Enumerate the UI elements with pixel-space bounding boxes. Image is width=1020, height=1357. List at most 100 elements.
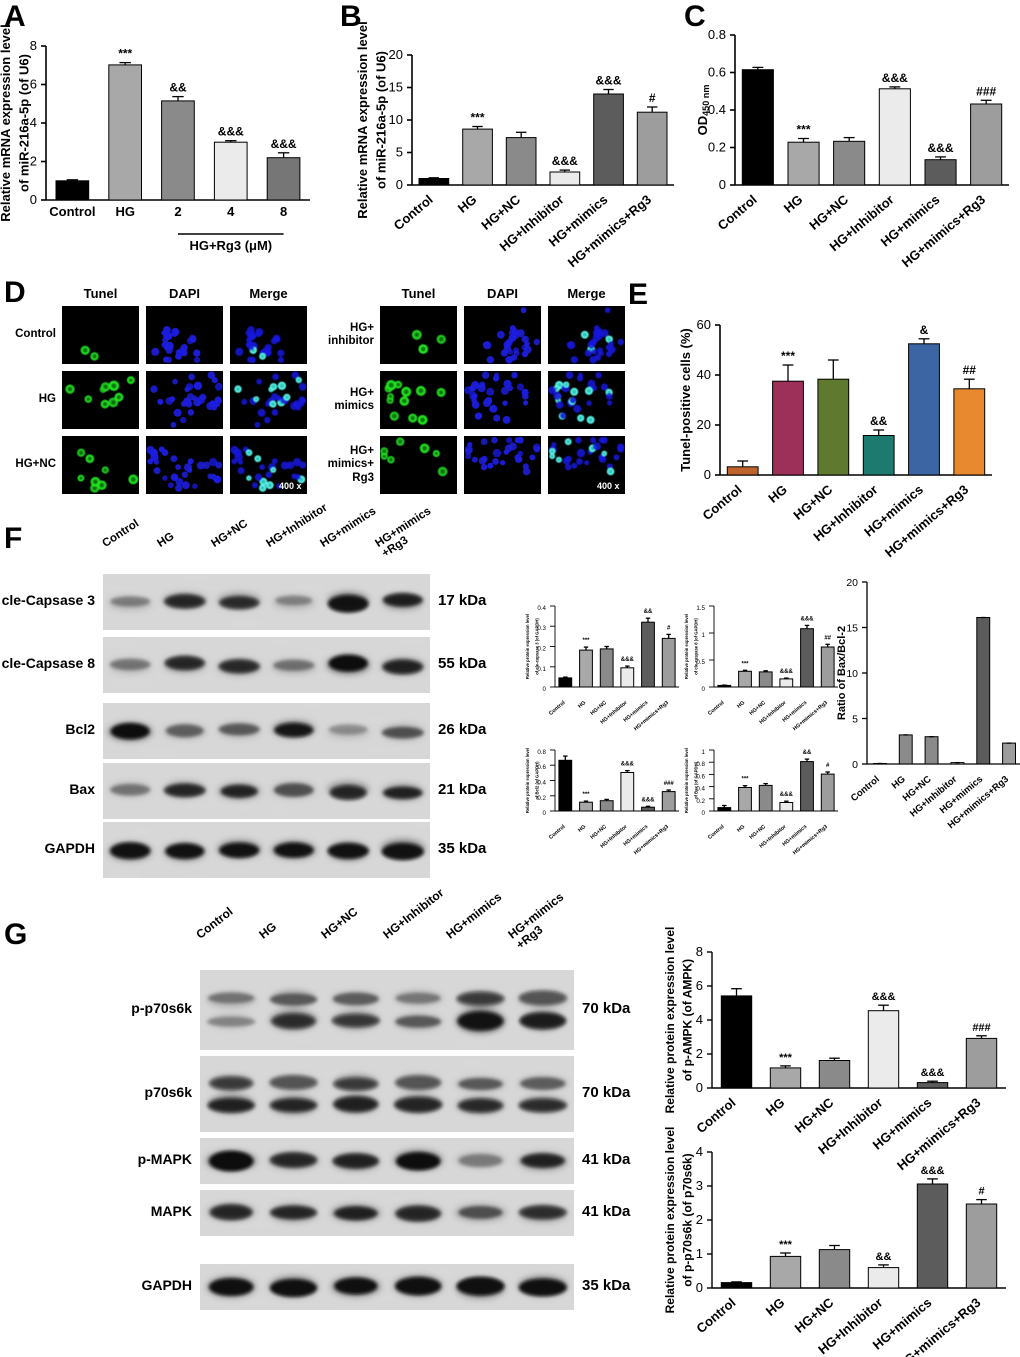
svg-text:&&&: &&&: [921, 1165, 945, 1177]
svg-text:HG: HG: [781, 192, 806, 216]
svg-text:Relative mRNA expression level: Relative mRNA expression level: [0, 24, 13, 222]
svg-text:&&&: &&&: [780, 669, 794, 675]
svg-text:Relative protein expression le: Relative protein expression level: [525, 748, 530, 813]
svg-text:&&&: &&&: [882, 71, 908, 85]
svg-text:&&&: &&&: [596, 74, 622, 88]
svg-text:4: 4: [227, 204, 235, 219]
svg-text:&&: &&: [644, 609, 653, 615]
svg-text:&: &: [920, 323, 929, 337]
svg-text:20: 20: [697, 417, 711, 432]
svg-text:##: ##: [824, 635, 831, 641]
svg-text:***: ***: [470, 111, 484, 125]
svg-text:0.8: 0.8: [537, 749, 546, 756]
svg-text:0.4: 0.4: [537, 605, 546, 612]
svg-text:***: ***: [741, 661, 749, 667]
svg-text:0: 0: [543, 686, 547, 693]
svg-text:HG+NC: HG+NC: [749, 700, 768, 717]
svg-text:&&&: &&&: [621, 762, 635, 768]
svg-text:HG+Rg3 (μM): HG+Rg3 (μM): [189, 238, 272, 253]
svg-text:HG: HG: [455, 192, 480, 216]
svg-text:Control: Control: [548, 824, 567, 841]
svg-text:***: ***: [779, 1052, 793, 1064]
svg-text:2: 2: [174, 204, 181, 219]
svg-text:0.6: 0.6: [708, 65, 726, 80]
svg-text:###: ###: [976, 84, 996, 98]
svg-text:of Bcl2 (of GAPDH): of Bcl2 (of GAPDH): [535, 761, 540, 800]
svg-text:HG: HG: [577, 824, 587, 834]
svg-text:HG+NC: HG+NC: [749, 824, 768, 841]
svg-text:Relative protein expression le: Relative protein expression level: [684, 748, 689, 813]
svg-text:0: 0: [702, 686, 706, 693]
svg-text:5: 5: [396, 145, 403, 160]
svg-text:0.2: 0.2: [708, 140, 726, 155]
svg-text:4: 4: [696, 1012, 703, 1027]
svg-text:&&&: &&&: [642, 797, 656, 803]
svg-text:HG: HG: [763, 1095, 788, 1119]
svg-text:1: 1: [702, 632, 706, 639]
svg-text:***: ***: [582, 792, 590, 798]
svg-text:3: 3: [696, 1178, 703, 1193]
svg-text:8: 8: [696, 944, 703, 959]
svg-text:10: 10: [846, 668, 858, 680]
svg-text:2: 2: [696, 1046, 703, 1061]
svg-text:0.8: 0.8: [708, 27, 726, 42]
svg-text:0: 0: [30, 192, 37, 207]
svg-text:Relative protein expression le: Relative protein expression level: [525, 614, 530, 679]
svg-text:HG: HG: [736, 824, 746, 834]
svg-text:#: #: [649, 91, 656, 105]
svg-text:***: ***: [582, 638, 590, 644]
svg-text:#: #: [978, 1186, 984, 1198]
svg-text:Control: Control: [707, 700, 726, 717]
svg-text:HG: HG: [890, 774, 908, 792]
svg-text:Control: Control: [693, 1295, 738, 1336]
svg-text:0: 0: [852, 759, 858, 771]
svg-text:of Bax (of GAPDH): of Bax (of GAPDH): [694, 761, 699, 799]
svg-text:40: 40: [697, 367, 711, 382]
svg-text:Control: Control: [700, 482, 745, 523]
svg-text:Tunel-positive cells (%): Tunel-positive cells (%): [678, 328, 693, 472]
svg-text:&&&: &&&: [271, 137, 297, 151]
svg-text:Relative protein expression le: Relative protein expression level: [663, 927, 677, 1114]
svg-text:&&: &&: [803, 750, 812, 756]
svg-text:4: 4: [696, 1144, 703, 1159]
svg-text:&&&: &&&: [801, 616, 815, 622]
svg-text:&&&: &&&: [621, 657, 635, 663]
svg-text:&&: &&: [870, 414, 888, 428]
svg-text:HG: HG: [765, 482, 790, 506]
svg-text:0: 0: [696, 1280, 703, 1295]
svg-text:HG+mimics+Rg3: HG+mimics+Rg3: [899, 192, 988, 270]
svg-text:of cle-capsase 3 (of GAPDH): of cle-capsase 3 (of GAPDH): [535, 618, 540, 675]
svg-text:HG: HG: [736, 700, 746, 710]
svg-text:1.5: 1.5: [696, 605, 705, 612]
svg-text:Control: Control: [715, 192, 760, 233]
svg-text:&&: &&: [876, 1251, 892, 1263]
svg-text:HG: HG: [577, 700, 587, 710]
svg-text:Control: Control: [391, 192, 436, 233]
svg-text:0: 0: [696, 1080, 703, 1095]
svg-text:60: 60: [697, 317, 711, 332]
svg-text:&&&: &&&: [218, 125, 244, 139]
svg-text:1: 1: [696, 1246, 703, 1261]
svg-text:Relative protein expression le: Relative protein expression level: [684, 614, 689, 679]
svg-text:of cle-caspase 8 (of GAPDH): of cle-caspase 8 (of GAPDH): [694, 618, 699, 675]
svg-text:0: 0: [719, 177, 726, 192]
svg-text:##: ##: [963, 363, 977, 377]
svg-text:###: ###: [972, 1022, 990, 1034]
svg-text:Control: Control: [849, 774, 882, 804]
svg-text:***: ***: [118, 47, 132, 61]
svg-text:HG: HG: [115, 204, 135, 219]
svg-text:5: 5: [852, 714, 858, 726]
svg-text:OD450 nm: OD450 nm: [695, 85, 711, 136]
svg-text:Relative protein expression le: Relative protein expression level: [663, 1127, 677, 1314]
svg-text:Control: Control: [49, 204, 95, 219]
svg-text:10: 10: [389, 112, 403, 127]
svg-text:Ratio of Bax/Bcl-2: Ratio of Bax/Bcl-2: [836, 626, 848, 720]
svg-text:0: 0: [543, 810, 547, 817]
svg-text:Relative mRNA expression level: Relative mRNA expression level: [355, 21, 370, 219]
svg-text:###: ###: [664, 781, 675, 787]
svg-text:of miR-216a-5p (of U6): of miR-216a-5p (of U6): [374, 51, 389, 189]
svg-text:***: ***: [779, 1239, 793, 1251]
svg-text:15: 15: [389, 80, 403, 95]
svg-text:#: #: [667, 625, 671, 631]
svg-text:8: 8: [280, 204, 287, 219]
